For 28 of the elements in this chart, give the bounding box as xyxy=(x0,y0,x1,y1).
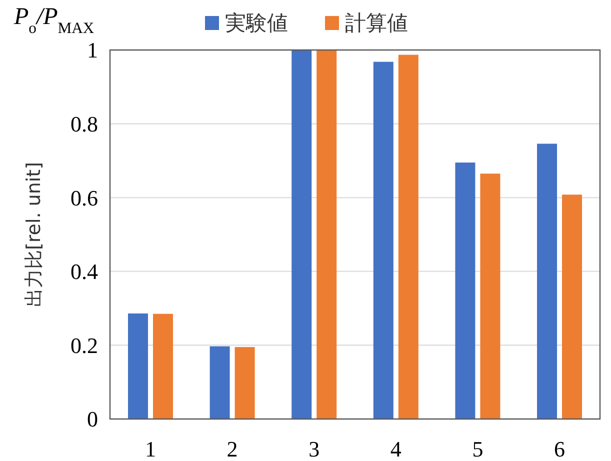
bar xyxy=(316,50,337,419)
bar xyxy=(537,144,558,419)
bar xyxy=(128,313,148,419)
x-tick-label: 3 xyxy=(308,436,320,461)
bar xyxy=(210,346,230,419)
bar xyxy=(562,194,582,419)
bar xyxy=(234,347,255,419)
bar xyxy=(292,50,312,419)
bar xyxy=(398,54,418,419)
bar xyxy=(455,162,476,419)
y-tick-label: 0 xyxy=(87,406,98,432)
text: P$_{o}$/P$_{MAX}$ xyxy=(13,4,94,36)
legend-label: 計算値 xyxy=(345,11,408,35)
y-tick-label: 1 xyxy=(87,38,98,63)
y-tick-label: 0.2 xyxy=(70,332,98,358)
y-tick-label: 0.4 xyxy=(70,259,98,284)
x-tick-label: 2 xyxy=(226,436,238,461)
x-tick-label: 5 xyxy=(472,436,484,461)
y-tick-label: 0.6 xyxy=(70,185,98,210)
legend-label: 実験値 xyxy=(225,11,288,35)
bar xyxy=(152,314,173,419)
x-tick-label: 1 xyxy=(144,436,156,461)
y-tick-label: 0.8 xyxy=(70,112,98,136)
bar xyxy=(480,174,500,419)
y-axis-title: 出力比[rel. unit] xyxy=(23,162,45,308)
bar xyxy=(373,62,394,419)
x-tick-label: 4 xyxy=(390,436,402,461)
x-tick-label: 6 xyxy=(554,436,566,461)
